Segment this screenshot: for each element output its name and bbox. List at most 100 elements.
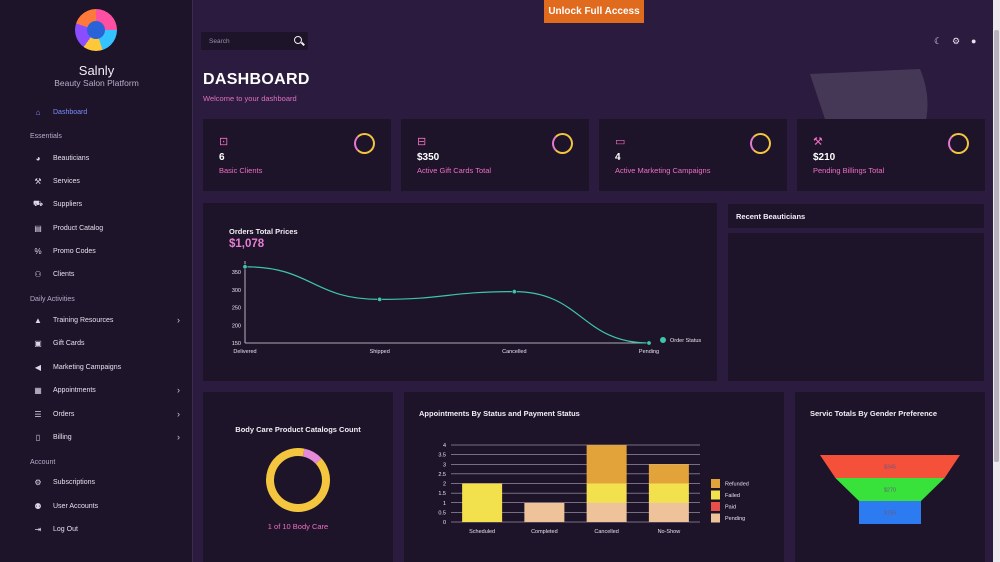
page-title: DASHBOARD	[203, 71, 310, 88]
briefcase-icon: ⊡	[219, 136, 229, 148]
stat-label: Active Marketing Campaigns	[615, 166, 711, 175]
bar-segment	[462, 483, 503, 522]
brand-subtitle: Beauty Salon Platform	[54, 78, 139, 88]
moon-icon[interactable]: ☾	[934, 36, 943, 46]
y-tick-label: 150	[232, 341, 241, 347]
sidebar: Salnly Beauty Salon Platform ⌂ Dashboard…	[0, 0, 193, 562]
data-point	[511, 289, 517, 295]
stat-label: Pending Billings Total	[813, 166, 885, 175]
sidebar-item-billing[interactable]: ▯ Billing ›	[0, 427, 193, 447]
user-icon[interactable]: ●	[971, 36, 977, 46]
sidebar-item-clients[interactable]: ⚇ Clients	[34, 269, 75, 279]
bar-segment	[648, 502, 689, 522]
search-input[interactable]	[209, 37, 289, 45]
donut-slice	[302, 448, 322, 464]
palette-icon: ◕	[35, 153, 41, 163]
unlock-full-access-button[interactable]: Unlock Full Access	[544, 0, 644, 23]
sidebar-item-product-catalog[interactable]: ▤ Product Catalog	[34, 223, 104, 233]
sidebar-item-training-resources[interactable]: ▲ Training Resources ›	[34, 315, 180, 325]
section-account: Account	[30, 459, 56, 466]
x-tick-label: Cancelled	[594, 529, 618, 535]
recent-beauticians-title: Recent Beauticians	[736, 212, 806, 221]
funnel-segment	[835, 478, 945, 501]
y-tick-label: 3	[443, 462, 446, 468]
legend-swatch	[711, 490, 720, 500]
x-tick-label: No-Show	[658, 529, 681, 535]
users-icon: ⚇	[34, 269, 42, 279]
stat-label: Basic Clients	[219, 166, 263, 175]
chevron-right-icon: ›	[177, 385, 180, 395]
appointments-chart-title: Appointments By Status and Payment Statu…	[419, 409, 580, 418]
subscription-icon: ⚙	[34, 477, 42, 487]
graduation-cap-icon: ▲	[34, 315, 42, 325]
scrollbar-thumb[interactable]	[994, 30, 999, 462]
series-line	[244, 266, 650, 344]
legend-marker	[660, 337, 666, 343]
data-point	[242, 264, 248, 270]
bar-segment	[648, 483, 689, 503]
sidebar-item-log-out[interactable]: ⇥ Log Out	[34, 524, 78, 534]
y-tick-label: 200	[232, 323, 241, 329]
home-icon: ⌂	[35, 107, 41, 117]
legend-swatch	[711, 502, 720, 511]
stat-label: Active Gift Cards Total	[417, 166, 492, 175]
sidebar-item-beauticians[interactable]: ◕ Beauticians	[0, 148, 193, 168]
y-tick-label: 4	[443, 443, 446, 449]
legend-label: Paid	[725, 505, 736, 511]
legend-label: Pending	[725, 516, 745, 522]
y-tick-label: 1.5	[438, 491, 446, 497]
gift-icon: ▣	[34, 338, 42, 348]
percent-icon: %	[34, 246, 42, 256]
sidebar-item-promo-codes[interactable]: % Promo Codes	[34, 246, 96, 256]
gender-chart-title: Servic Totals By Gender Preference	[810, 409, 938, 418]
appointments-stacked-bar-chart: 0 0.5 1 1.5 2 2.5 3 3.5 4 Scheduled Completed Cance…	[438, 443, 749, 535]
logout-icon: ⇥	[34, 524, 42, 534]
y-tick-label: 250	[232, 306, 241, 312]
x-tick-label: Delivered	[233, 349, 256, 355]
sidebar-item-orders[interactable]: ☰ Orders ›	[34, 409, 180, 419]
y-tick-label: 2.5	[438, 472, 446, 478]
funnel-value-label: $345	[884, 465, 896, 471]
sidebar-item-services[interactable]: ⚒ Services	[34, 176, 80, 186]
megaphone-icon: ◀	[34, 362, 42, 372]
calendar-icon: ▦	[34, 385, 42, 395]
chevron-right-icon: ›	[177, 409, 180, 419]
search-icon[interactable]	[294, 36, 302, 44]
bar-segment	[524, 502, 565, 522]
y-tick-label: 0	[443, 520, 446, 526]
sidebar-item-dashboard[interactable]: ⌂ Dashboard	[0, 102, 193, 122]
y-tick-label: 0.5	[438, 510, 446, 516]
legend-label: Refunded	[725, 482, 749, 488]
recent-beauticians-list	[728, 233, 984, 381]
gender-totals-card: Servic Totals By Gender Preference $345 $…	[795, 392, 985, 562]
gear-icon[interactable]: ⚙	[952, 36, 961, 46]
bar-segment	[586, 445, 627, 484]
y-tick-label: 350	[232, 270, 241, 276]
book-icon: ▤	[34, 223, 42, 233]
sidebar-item-suppliers[interactable]: ⛟ Suppliers	[32, 199, 83, 208]
catalog-count-card: Body Care Product Catalogs Count 1 of 10…	[203, 392, 393, 562]
progress-ring	[552, 133, 573, 154]
orders-total-value: $1,078	[229, 238, 265, 250]
funnel-segment	[859, 501, 921, 524]
sidebar-item-appointments[interactable]: ▦ Appointments ›	[34, 385, 180, 395]
sidebar-item-gift-cards[interactable]: ▣ Gift Cards	[34, 338, 85, 348]
funnel-value-label: $155	[884, 511, 896, 517]
stat-value: $210	[813, 152, 836, 163]
sidebar-item-subscriptions[interactable]: ⚙ Subscriptions	[34, 477, 96, 487]
catalog-caption: 1 of 10 Body Care	[267, 522, 329, 531]
sidebar-item-marketing-campaigns[interactable]: ◀ Marketing Campaigns	[34, 362, 122, 372]
legend-swatch	[711, 513, 720, 523]
sidebar-item-user-accounts[interactable]: ⚉ User Accounts	[34, 501, 99, 511]
brand-name: Salnly	[78, 63, 115, 78]
chevron-right-icon: ›	[177, 315, 180, 325]
x-tick-label: Shipped	[370, 349, 390, 355]
chevron-right-icon: ›	[177, 432, 180, 442]
stat-card-pending-billings: ⚒ $210 Pending Billings Total	[797, 119, 985, 191]
x-tick-label: Scheduled	[469, 529, 495, 535]
y-tick-label: 3.5	[438, 453, 446, 459]
stat-value: 4	[615, 152, 621, 163]
stat-value: 6	[219, 152, 225, 163]
legend-swatch	[711, 479, 720, 488]
page-subtitle: Welcome to your dashboard	[203, 94, 297, 103]
